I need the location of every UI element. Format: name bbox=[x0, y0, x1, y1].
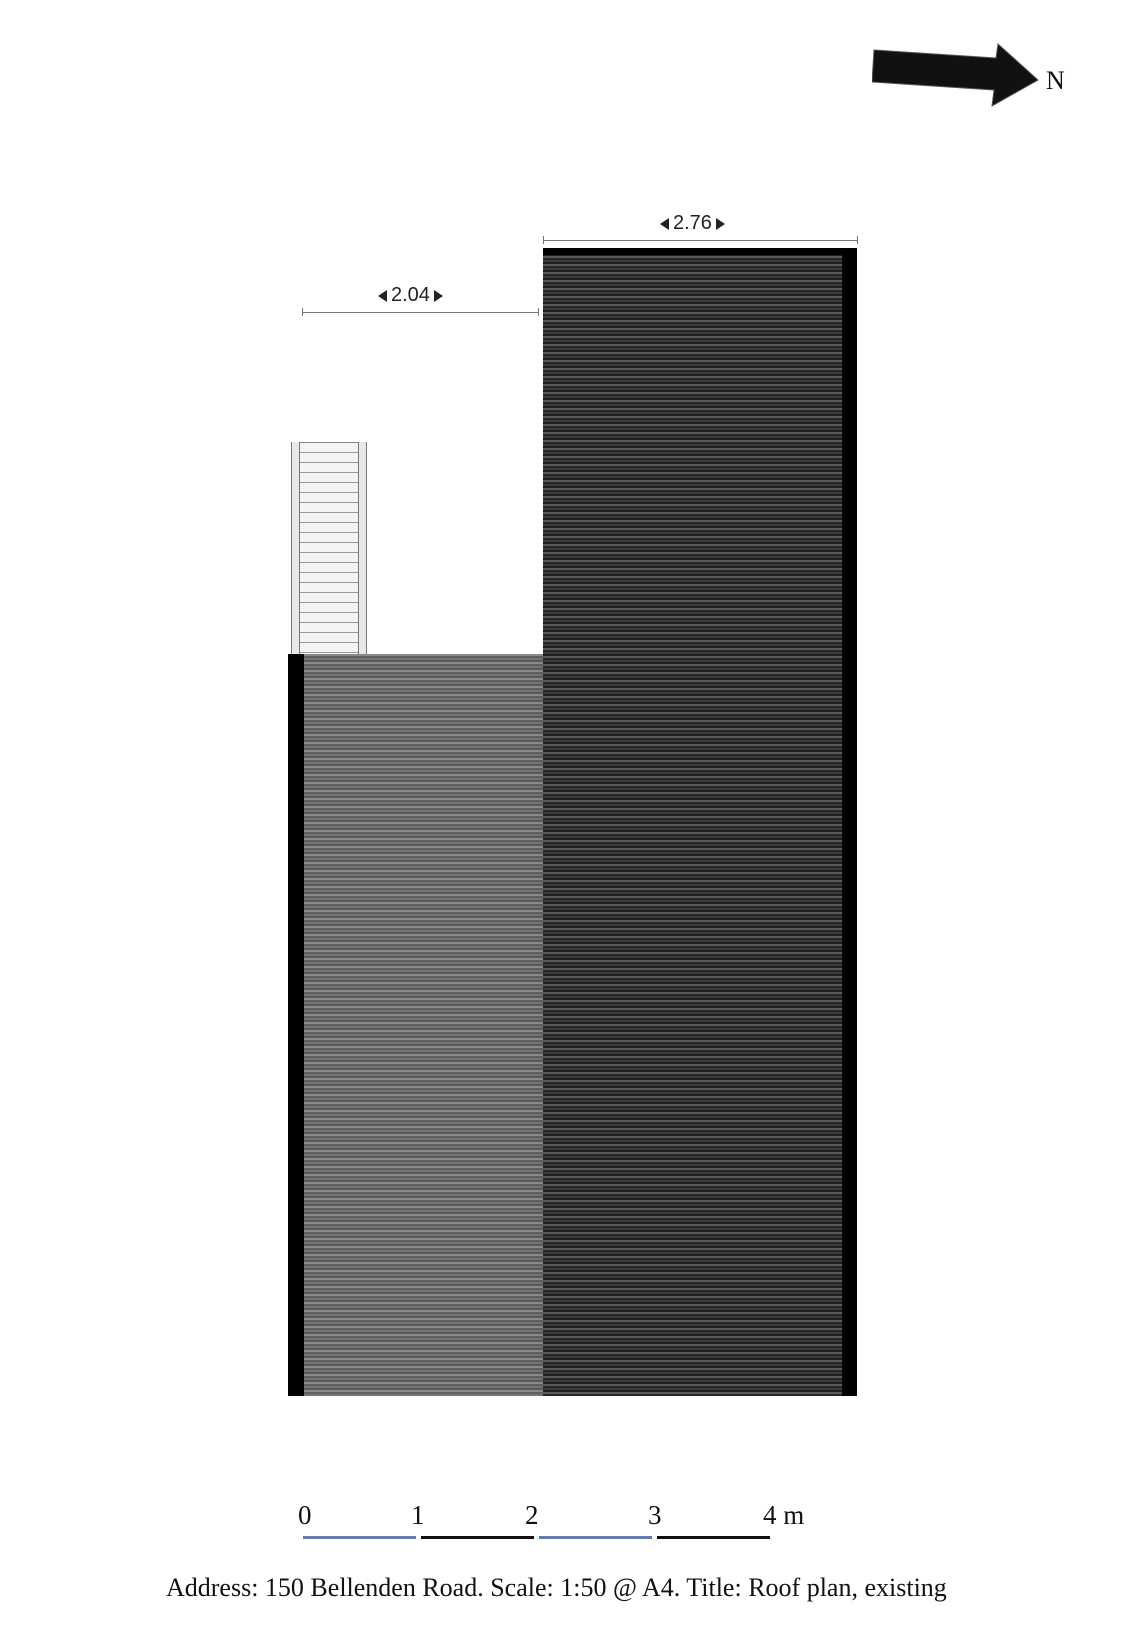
dimension-tick bbox=[538, 308, 539, 316]
dimension-line-main bbox=[543, 240, 857, 241]
scale-tick-2: 2 bbox=[525, 1500, 539, 1530]
caption: Address: 150 Bellenden Road. Scale: 1:50… bbox=[166, 1573, 947, 1602]
skylight bbox=[291, 442, 367, 656]
scale-segment bbox=[421, 1536, 534, 1539]
main-wall-top bbox=[543, 248, 857, 255]
north-label: N bbox=[1046, 66, 1065, 95]
scale-segment bbox=[657, 1536, 770, 1539]
north-arrow-icon bbox=[872, 43, 1039, 107]
scale-segment bbox=[539, 1536, 652, 1539]
rear-wall bbox=[288, 654, 304, 1396]
arrow-left-icon bbox=[378, 289, 387, 302]
arrow-left-icon bbox=[660, 217, 669, 230]
main-roof bbox=[543, 248, 842, 1396]
dimension-label-rear: 2.04 bbox=[378, 284, 443, 307]
scale-tick-4: 4 m bbox=[763, 1500, 805, 1530]
scale-tick-1: 1 bbox=[411, 1500, 425, 1530]
arrow-right-icon bbox=[715, 217, 725, 230]
arrow-right-icon bbox=[433, 289, 443, 302]
dimension-value-rear: 2.04 bbox=[391, 284, 430, 306]
skylight-frame-left bbox=[291, 442, 300, 656]
dimension-label-main: 2.76 bbox=[660, 212, 725, 235]
dimension-tick bbox=[543, 236, 544, 244]
dimension-line-rear bbox=[302, 312, 538, 313]
scale-tick-0: 0 bbox=[298, 1500, 312, 1530]
scale-bar: 0 1 2 3 4 m bbox=[298, 1500, 818, 1550]
scale-segment bbox=[303, 1536, 416, 1539]
rear-roof bbox=[303, 654, 543, 1396]
scale-tick-3: 3 bbox=[648, 1500, 662, 1530]
skylight-frame-right bbox=[358, 442, 367, 656]
main-wall-right bbox=[842, 248, 857, 1396]
dimension-value-main: 2.76 bbox=[673, 212, 712, 234]
dimension-tick bbox=[857, 236, 858, 244]
dimension-tick bbox=[302, 308, 303, 316]
